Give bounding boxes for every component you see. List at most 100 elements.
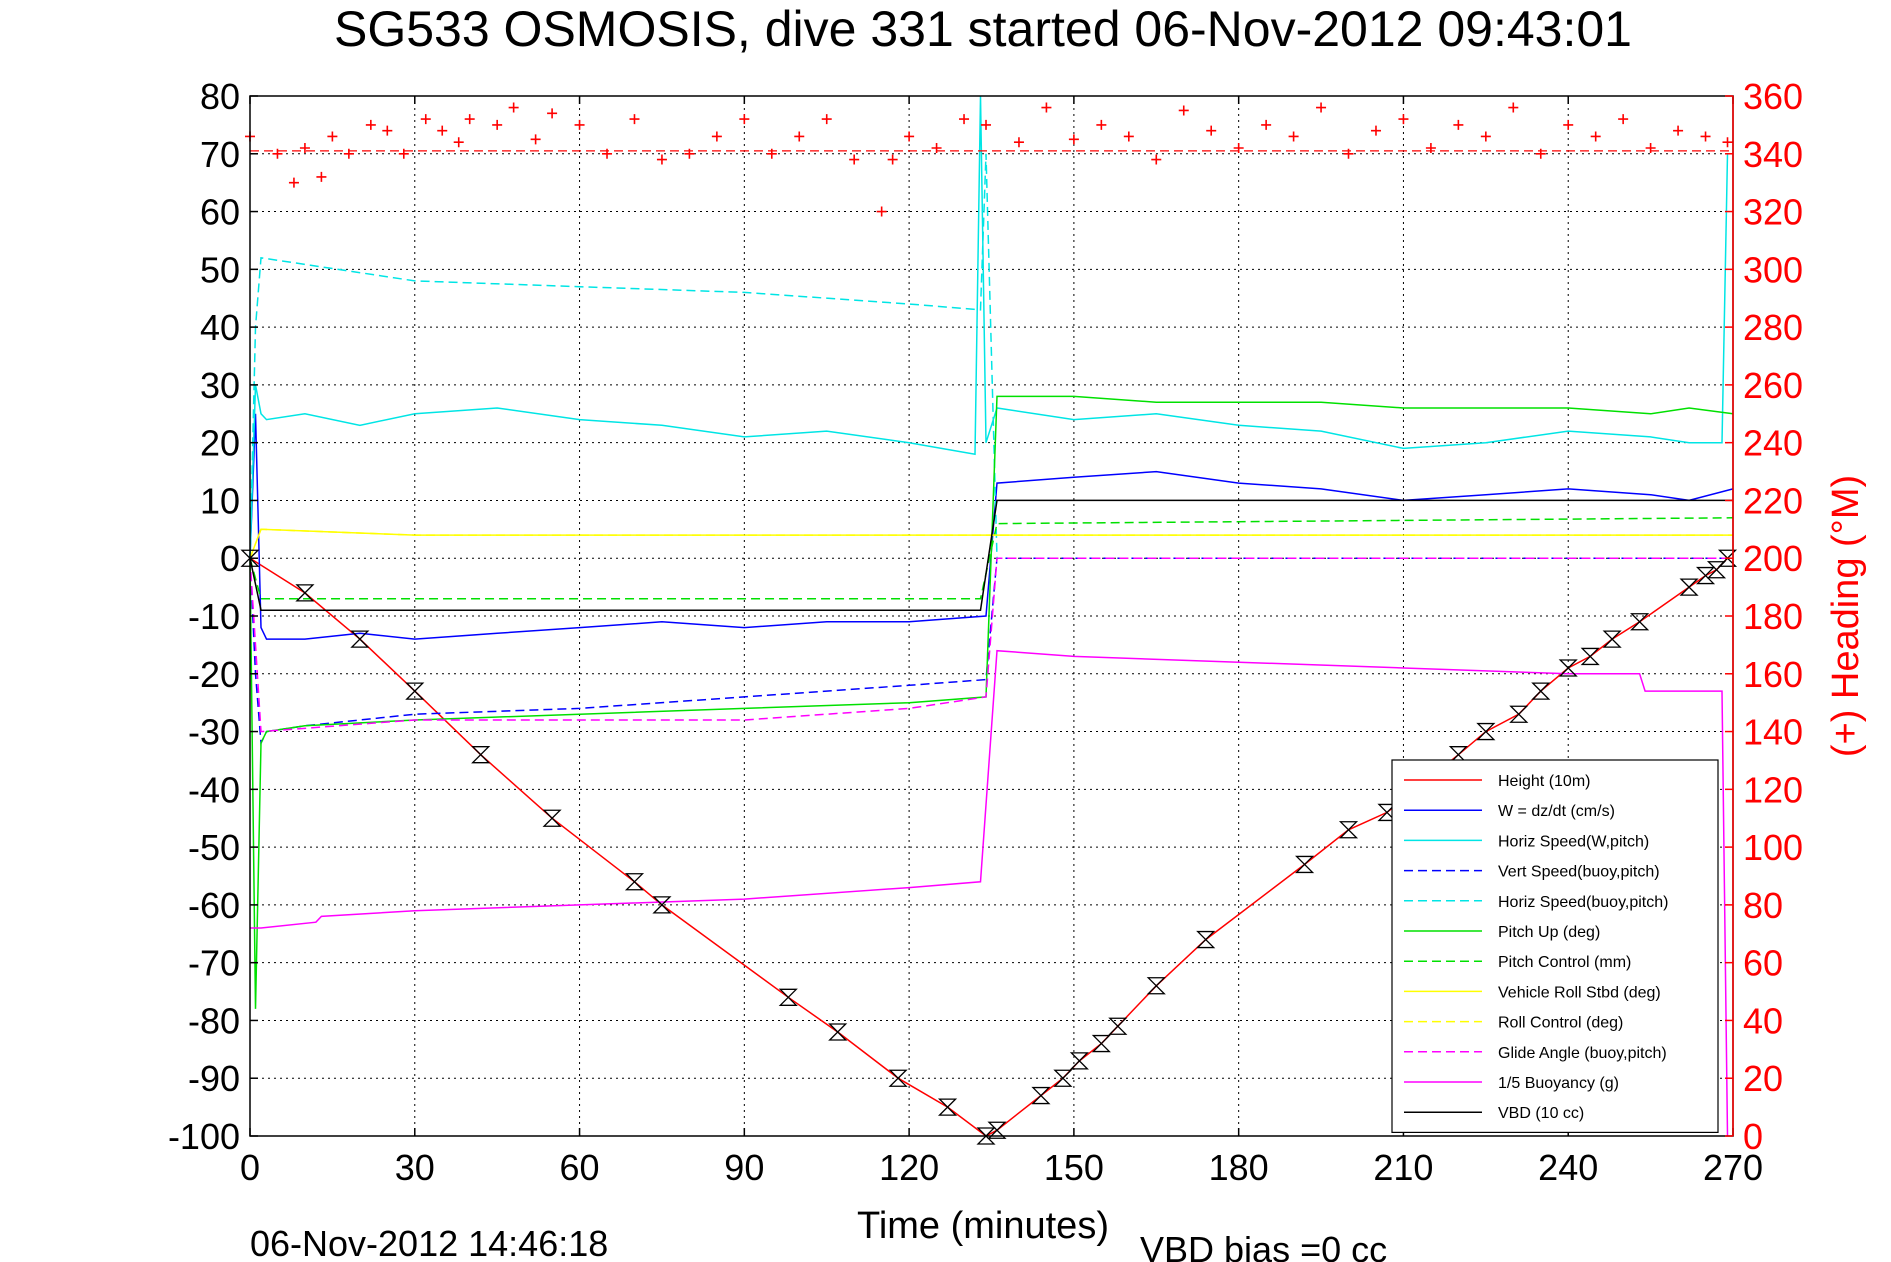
y-tick-label: 60	[200, 192, 240, 233]
y2-tick-label: 340	[1743, 134, 1803, 175]
x-tick-label: 180	[1209, 1147, 1269, 1188]
height-marker	[542, 809, 562, 827]
heading-point	[1673, 125, 1684, 136]
height-marker	[405, 682, 425, 700]
plot-series	[249, 95, 1734, 1137]
y2-tick-label: 40	[1743, 1000, 1783, 1041]
heading-point	[1563, 119, 1574, 130]
legend-entry-label: Horiz Speed(W,pitch)	[1498, 833, 1649, 850]
heading-point	[327, 131, 338, 142]
height-marker	[624, 873, 645, 891]
heading-point	[574, 119, 585, 130]
legend-entry-label: W = dz/dt (cm/s)	[1498, 803, 1615, 820]
height-marker	[295, 584, 315, 602]
y-tick-label: 70	[200, 134, 240, 175]
series-1-5-buoyancy-g	[250, 649, 1729, 1137]
series-w-dz-dt-cm-s	[249, 413, 1734, 640]
y-axis-right: 0 20 40 60 80 100 120 140 160 180 200 220 240 260 280 3…	[1725, 76, 1803, 1157]
y-tick-label: -10	[188, 596, 240, 637]
height-marker	[1706, 561, 1727, 579]
height-marker	[1531, 682, 1551, 700]
heading-point	[1453, 119, 1464, 130]
heading-point	[1370, 125, 1381, 136]
footer-date: 06-Nov-2012 14:46:18	[250, 1223, 608, 1262]
heading-point	[1343, 148, 1354, 159]
y2-tick-label: 280	[1743, 307, 1803, 348]
heading-point	[530, 134, 541, 145]
y-axis-left: -100-90-80-70-60-50-40-30-20-10010203040…	[168, 76, 258, 1157]
heading-point	[1041, 102, 1052, 113]
heading-point	[1288, 131, 1299, 142]
y2-tick-label: 20	[1743, 1058, 1783, 1099]
heading-point	[420, 114, 431, 125]
heading-point	[656, 154, 667, 165]
y2-tick-label: 120	[1743, 769, 1803, 810]
series-glide-angle-buoy-pitch	[249, 557, 1733, 733]
x-tick-label: 240	[1538, 1147, 1598, 1188]
heading-point	[1096, 119, 1107, 130]
legend-entry-label: Vert Speed(buoy,pitch)	[1498, 864, 1660, 881]
y2-tick-label: 0	[1743, 1116, 1763, 1157]
height-marker	[1069, 1052, 1089, 1070]
heading-point	[1645, 143, 1656, 153]
height-marker	[471, 746, 491, 764]
height-marker	[1679, 578, 1699, 596]
height-marker	[1295, 855, 1315, 874]
legend-entry-label: Roll Control (deg)	[1498, 1015, 1623, 1032]
height-marker	[240, 549, 260, 567]
y2-tick-label: 220	[1743, 480, 1803, 521]
heading-point	[1590, 131, 1601, 142]
y-tick-label: 10	[200, 480, 240, 521]
height-markers	[240, 549, 1738, 1145]
heading-point	[547, 108, 558, 119]
heading-point	[629, 114, 640, 125]
heading-point	[821, 114, 832, 125]
heading-point	[766, 148, 777, 159]
heading-point	[316, 171, 327, 182]
y2-tick-label: 320	[1743, 192, 1803, 233]
height-marker	[1053, 1069, 1073, 1087]
legend-entry-label: Horiz Speed(buoy,pitch)	[1498, 894, 1668, 911]
heading-point	[739, 114, 750, 125]
heading-point	[876, 206, 887, 217]
heading-series	[245, 102, 1733, 217]
heading-point	[1178, 105, 1189, 116]
height-marker	[987, 1121, 1007, 1139]
y2-axis-label: (+) Heading (°M)	[1825, 475, 1867, 757]
height-marker	[1476, 722, 1496, 741]
heading-point	[272, 148, 283, 159]
grid	[250, 96, 1733, 1136]
heading-point	[1535, 148, 1546, 159]
heading-point	[1480, 131, 1491, 142]
footer-vbd-bias: VBD bias =0 cc	[1140, 1229, 1387, 1262]
x-tick-label: 90	[724, 1147, 764, 1188]
heading-point	[1206, 125, 1217, 136]
y2-tick-label: 140	[1743, 712, 1803, 753]
height-marker	[1602, 630, 1622, 648]
y-tick-label: 0	[220, 538, 240, 579]
heading-point	[1618, 114, 1629, 125]
series-horiz-speed-w-pitch	[249, 95, 1729, 559]
y-tick-label: -60	[188, 885, 240, 926]
y2-tick-label: 240	[1743, 423, 1803, 464]
heading-point	[1068, 134, 1079, 145]
legend-entry-label: Pitch Up (deg)	[1498, 924, 1600, 941]
heading-point	[1316, 102, 1327, 113]
x-tick-label: 120	[879, 1147, 939, 1188]
y-tick-label: -50	[188, 827, 240, 868]
height-marker	[888, 1069, 908, 1087]
height-marker	[828, 1023, 848, 1041]
legend-entry-label: VBD (10 cc)	[1498, 1105, 1584, 1122]
y-tick-label: 80	[200, 76, 240, 117]
y-tick-label: 50	[200, 249, 240, 290]
height-marker	[1580, 647, 1600, 666]
y-tick-label: 40	[200, 307, 240, 348]
height-marker	[1717, 549, 1738, 567]
heading-point	[1398, 114, 1409, 125]
y2-tick-label: 200	[1743, 538, 1803, 579]
x-tick-label: 60	[560, 1147, 600, 1188]
heading-point	[1233, 143, 1244, 153]
heading-point	[1013, 137, 1024, 148]
heading-point	[492, 119, 503, 130]
